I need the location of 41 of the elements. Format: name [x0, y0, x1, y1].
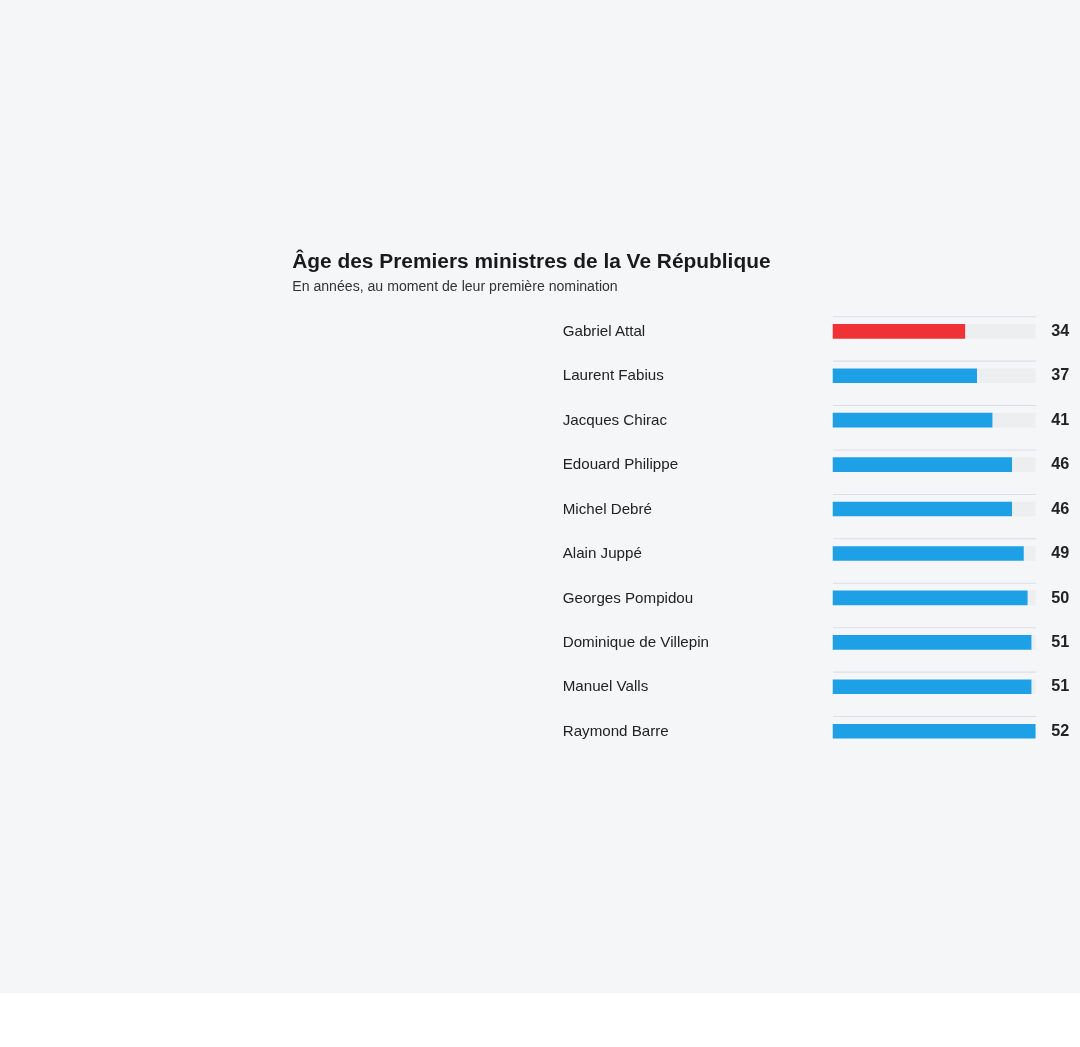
y-tick-label: Manuel Valls [562, 677, 649, 695]
bar [832, 323, 966, 339]
bar [1012, 501, 1036, 517]
bar [1027, 590, 1036, 606]
data-label: 49 [1051, 543, 1070, 562]
bar [832, 546, 1024, 561]
y-tick-label: Jacques Chirac [562, 410, 668, 428]
y-tick-label: Edouard Philippe [562, 455, 679, 473]
data-label: 50 [1051, 587, 1070, 606]
bar [1023, 546, 1036, 561]
data-label: 52 [1051, 720, 1070, 739]
data-label: 41 [1051, 409, 1070, 428]
bar [1012, 457, 1036, 472]
y-tick-label: Michel Debré [562, 499, 652, 517]
y-tick-label: Dominique de Villepin [562, 633, 709, 651]
data-label: 37 [1051, 365, 1070, 384]
text: En années, au moment de leur première nomination [292, 277, 618, 294]
bar [965, 323, 1036, 339]
bar [1031, 679, 1036, 695]
data-label: 34 [1051, 321, 1070, 340]
bar [832, 590, 1028, 606]
data-label: 51 [1051, 632, 1070, 651]
y-tick-label: Gabriel Attal [562, 322, 646, 340]
bar [832, 457, 1013, 472]
bar [992, 412, 1036, 428]
bar [832, 635, 1032, 650]
data-label: 46 [1051, 498, 1070, 517]
y-tick-label: Georges Pompidou [562, 588, 694, 606]
y-tick-label: Alain Juppé [562, 544, 642, 562]
text: Âge des Premiers ministres de la Ve République [292, 249, 771, 273]
bar [832, 501, 1013, 517]
bar [832, 368, 978, 384]
y-tick-label: Laurent Fabius [562, 366, 665, 384]
bar [832, 412, 993, 428]
data-label: 51 [1051, 676, 1070, 695]
bar [1031, 635, 1036, 650]
data-label: 46 [1051, 454, 1070, 473]
bar [832, 679, 1032, 695]
y-tick-label: Raymond Barre [562, 721, 669, 739]
bar [977, 368, 1036, 384]
bar [832, 723, 1036, 739]
